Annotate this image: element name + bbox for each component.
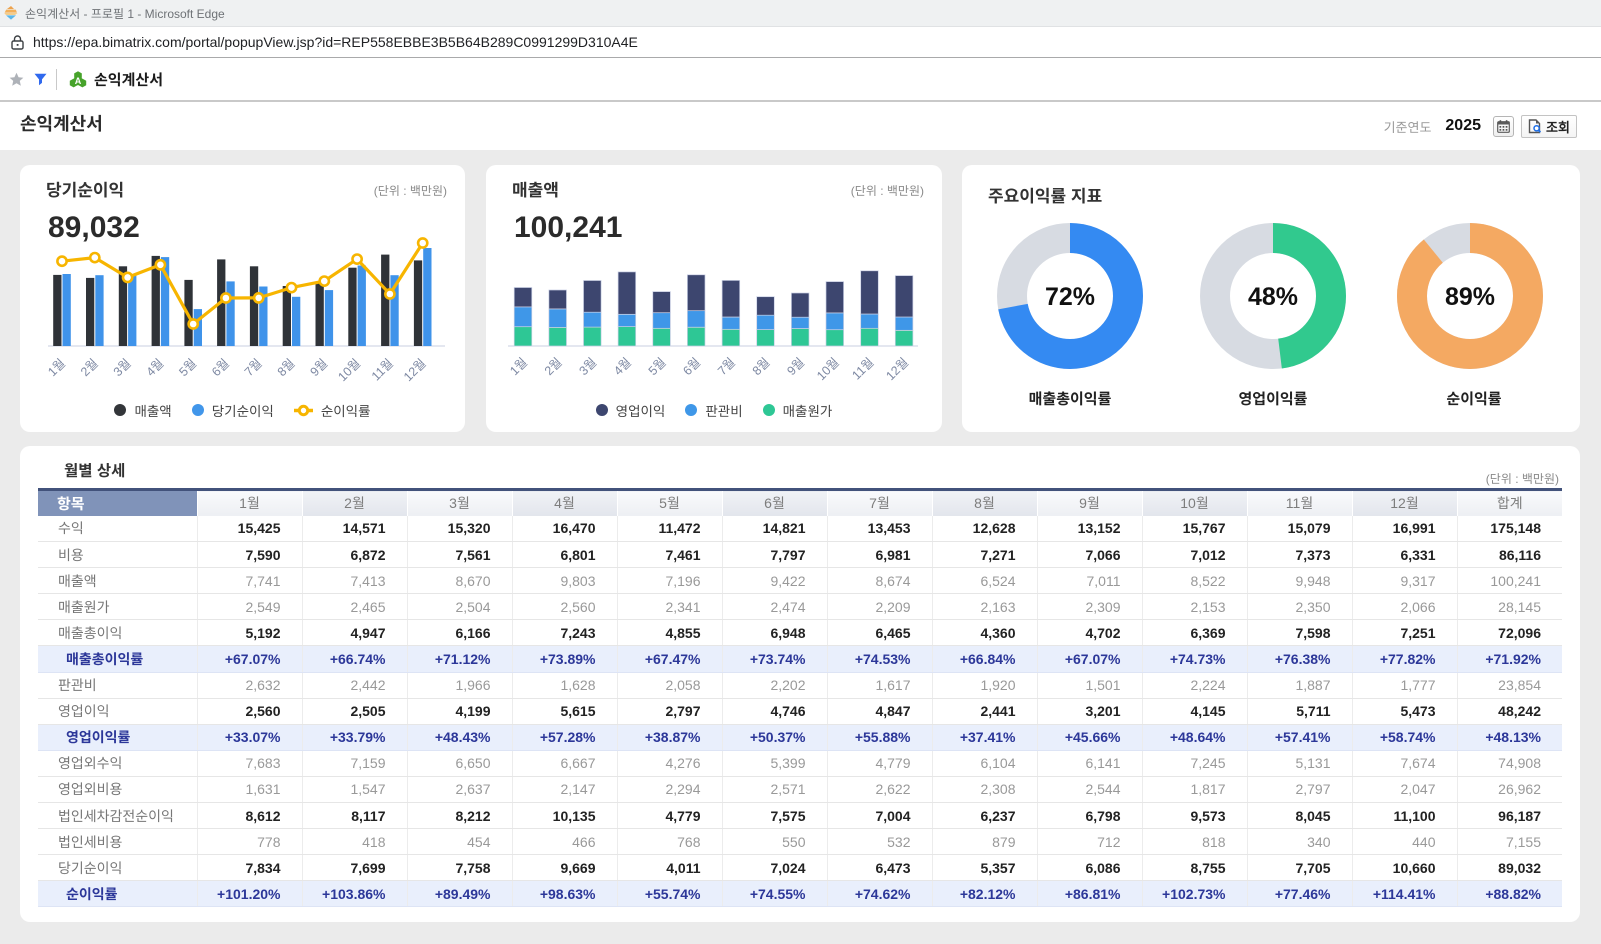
svg-text:6월: 6월 <box>209 356 232 379</box>
svg-text:11월: 11월 <box>369 356 396 383</box>
svg-text:9월: 9월 <box>307 356 330 379</box>
svg-text:3월: 3월 <box>111 356 134 379</box>
svg-text:4월: 4월 <box>611 355 634 378</box>
svg-text:1월: 1월 <box>45 356 68 379</box>
svg-text:7월: 7월 <box>242 356 265 379</box>
svg-text:10월: 10월 <box>814 355 842 383</box>
svg-text:9월: 9월 <box>784 355 807 378</box>
svg-text:4월: 4월 <box>144 356 167 379</box>
svg-text:3월: 3월 <box>576 355 599 378</box>
svg-text:2월: 2월 <box>78 356 101 379</box>
svg-text:48%: 48% <box>1248 283 1298 311</box>
svg-text:8월: 8월 <box>275 356 298 379</box>
svg-text:5월: 5월 <box>176 356 199 379</box>
svg-text:12월: 12월 <box>883 355 911 383</box>
svg-text:10월: 10월 <box>335 356 363 384</box>
svg-text:5월: 5월 <box>646 355 669 378</box>
svg-text:11월: 11월 <box>849 355 876 382</box>
svg-text:89%: 89% <box>1445 283 1495 311</box>
svg-text:1월: 1월 <box>507 355 530 378</box>
svg-text:6월: 6월 <box>680 355 703 378</box>
svg-text:8월: 8월 <box>750 355 773 378</box>
svg-text:72%: 72% <box>1045 283 1095 311</box>
svg-text:2월: 2월 <box>542 355 565 378</box>
svg-text:12월: 12월 <box>401 356 429 384</box>
svg-text:A: A <box>75 75 82 85</box>
svg-text:7월: 7월 <box>715 355 738 378</box>
